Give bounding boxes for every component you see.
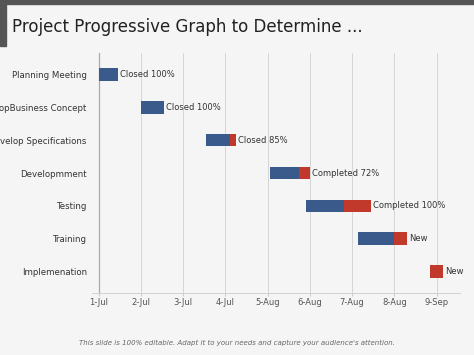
Text: Closed 100%: Closed 100% — [120, 70, 174, 79]
Text: New: New — [409, 234, 428, 243]
Text: Completed 72%: Completed 72% — [312, 169, 379, 178]
Bar — [394, 233, 407, 245]
Bar — [344, 200, 371, 212]
Text: Closed 100%: Closed 100% — [166, 103, 221, 112]
Bar — [0, 0, 474, 4]
Bar — [430, 265, 443, 278]
Bar — [299, 167, 310, 179]
Bar — [0, 0, 6, 46]
Bar — [358, 233, 394, 245]
Bar — [230, 134, 236, 147]
Bar — [207, 134, 230, 147]
Text: Project Progressive Graph to Determine ...: Project Progressive Graph to Determine .… — [12, 18, 363, 36]
Text: New: New — [445, 267, 464, 276]
Bar — [270, 167, 299, 179]
Text: Closed 85%: Closed 85% — [238, 136, 288, 145]
Bar — [141, 101, 164, 114]
Bar — [306, 200, 344, 212]
Text: Completed 100%: Completed 100% — [373, 201, 446, 211]
Bar — [99, 69, 118, 81]
Text: This slide is 100% editable. Adapt it to your needs and capture your audience's : This slide is 100% editable. Adapt it to… — [79, 340, 395, 346]
